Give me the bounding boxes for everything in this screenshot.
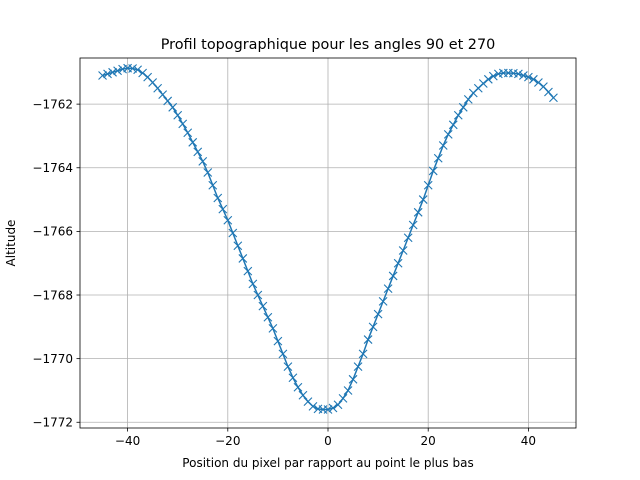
data-point-marker bbox=[323, 405, 333, 414]
data-point-marker bbox=[228, 228, 238, 238]
y-tick-label: −1764 bbox=[32, 161, 73, 175]
data-point-marker bbox=[488, 71, 498, 81]
data-point-marker bbox=[519, 71, 528, 80]
data-point-marker bbox=[328, 403, 338, 413]
y-tick-label: −1762 bbox=[32, 97, 73, 111]
y-axis-ticks: −1772 −1770 −1768 −1766 −1764 −1762 bbox=[32, 97, 80, 430]
data-point-marker bbox=[443, 129, 453, 139]
x-tick-label: −20 bbox=[215, 434, 240, 448]
data-point-marker bbox=[238, 254, 248, 263]
data-point-marker bbox=[273, 336, 283, 346]
data-point-marker bbox=[534, 78, 543, 87]
data-point-marker bbox=[293, 382, 303, 392]
x-tick-label: 20 bbox=[421, 434, 436, 448]
data-point-marker bbox=[263, 312, 273, 322]
data-point-marker bbox=[133, 65, 143, 75]
data-point-marker bbox=[368, 322, 378, 332]
data-point-marker bbox=[338, 394, 348, 403]
y-tick-label: −1768 bbox=[32, 288, 73, 302]
data-point-marker bbox=[198, 157, 208, 166]
x-tick-label: 0 bbox=[324, 434, 332, 448]
data-point-marker bbox=[423, 180, 433, 190]
data-point-marker bbox=[308, 401, 318, 411]
data-point-marker bbox=[288, 373, 298, 383]
data-point-marker bbox=[433, 153, 443, 163]
data-point-marker bbox=[258, 301, 268, 311]
data-point-marker bbox=[188, 137, 198, 147]
grid-lines bbox=[80, 58, 576, 428]
data-point-marker bbox=[183, 128, 193, 138]
y-axis-label: Altitude bbox=[4, 220, 18, 267]
data-point-marker bbox=[463, 94, 473, 104]
chart-title: Profil topographique pour les angles 90 … bbox=[161, 37, 496, 53]
data-point-marker bbox=[248, 279, 258, 289]
data-point-marker bbox=[438, 141, 448, 150]
data-point-marker bbox=[298, 390, 308, 400]
data-point-marker bbox=[358, 349, 368, 359]
data-point-marker bbox=[448, 120, 458, 130]
data-point-marker bbox=[268, 324, 278, 333]
x-tick-label: −40 bbox=[115, 434, 140, 448]
data-point-marker bbox=[278, 349, 288, 359]
x-axis-label: Position du pixel par rapport au point l… bbox=[182, 456, 473, 470]
data-point-marker bbox=[178, 119, 188, 129]
data-point-marker bbox=[428, 166, 438, 176]
data-point-marker bbox=[168, 102, 178, 112]
data-point-marker bbox=[163, 96, 173, 106]
y-tick-label: −1766 bbox=[32, 225, 73, 239]
data-point-marker bbox=[413, 207, 423, 217]
data-point-marker bbox=[193, 147, 203, 157]
data-point-marker bbox=[173, 110, 183, 120]
data-point-marker bbox=[388, 271, 398, 281]
data-point-marker bbox=[373, 309, 383, 319]
data-point-marker bbox=[378, 296, 388, 306]
data-series bbox=[98, 63, 558, 414]
data-point-marker bbox=[108, 67, 117, 77]
data-point-marker bbox=[393, 258, 403, 268]
data-point-marker bbox=[403, 233, 413, 243]
data-point-marker bbox=[203, 168, 213, 177]
y-tick-label: −1772 bbox=[32, 416, 73, 430]
data-point-marker bbox=[478, 79, 488, 88]
data-point-marker bbox=[158, 90, 168, 99]
data-point-marker bbox=[483, 74, 493, 84]
data-point-marker bbox=[243, 266, 253, 276]
x-axis-ticks: −40 −20 0 20 40 bbox=[115, 428, 536, 448]
data-point-marker bbox=[398, 246, 408, 255]
data-point-marker bbox=[208, 180, 218, 190]
data-point-marker bbox=[113, 66, 122, 76]
data-point-marker bbox=[138, 68, 148, 78]
data-point-marker bbox=[524, 72, 533, 82]
data-point-marker bbox=[363, 335, 373, 344]
x-tick-label: 40 bbox=[521, 434, 536, 448]
data-point-marker bbox=[233, 241, 243, 251]
data-point-marker bbox=[333, 400, 343, 410]
data-point-marker bbox=[353, 362, 363, 371]
data-point-marker bbox=[213, 193, 223, 203]
data-point-marker bbox=[453, 110, 463, 120]
data-point-marker bbox=[103, 69, 112, 79]
data-point-marker bbox=[513, 69, 523, 79]
y-tick-label: −1770 bbox=[32, 352, 73, 366]
data-point-marker bbox=[458, 102, 468, 112]
data-point-marker bbox=[253, 290, 263, 300]
data-point-marker bbox=[98, 71, 107, 80]
data-point-marker bbox=[128, 64, 137, 73]
data-point-marker bbox=[383, 284, 393, 294]
data-point-marker bbox=[418, 195, 428, 204]
data-point-marker bbox=[408, 220, 418, 230]
data-point-marker bbox=[223, 215, 233, 225]
data-point-marker bbox=[343, 386, 353, 395]
data-point-marker bbox=[218, 204, 228, 214]
data-point-marker bbox=[529, 74, 538, 84]
data-point-marker bbox=[549, 93, 558, 103]
data-point-marker bbox=[283, 362, 293, 371]
data-point-marker bbox=[153, 83, 163, 93]
data-point-marker bbox=[348, 374, 358, 384]
